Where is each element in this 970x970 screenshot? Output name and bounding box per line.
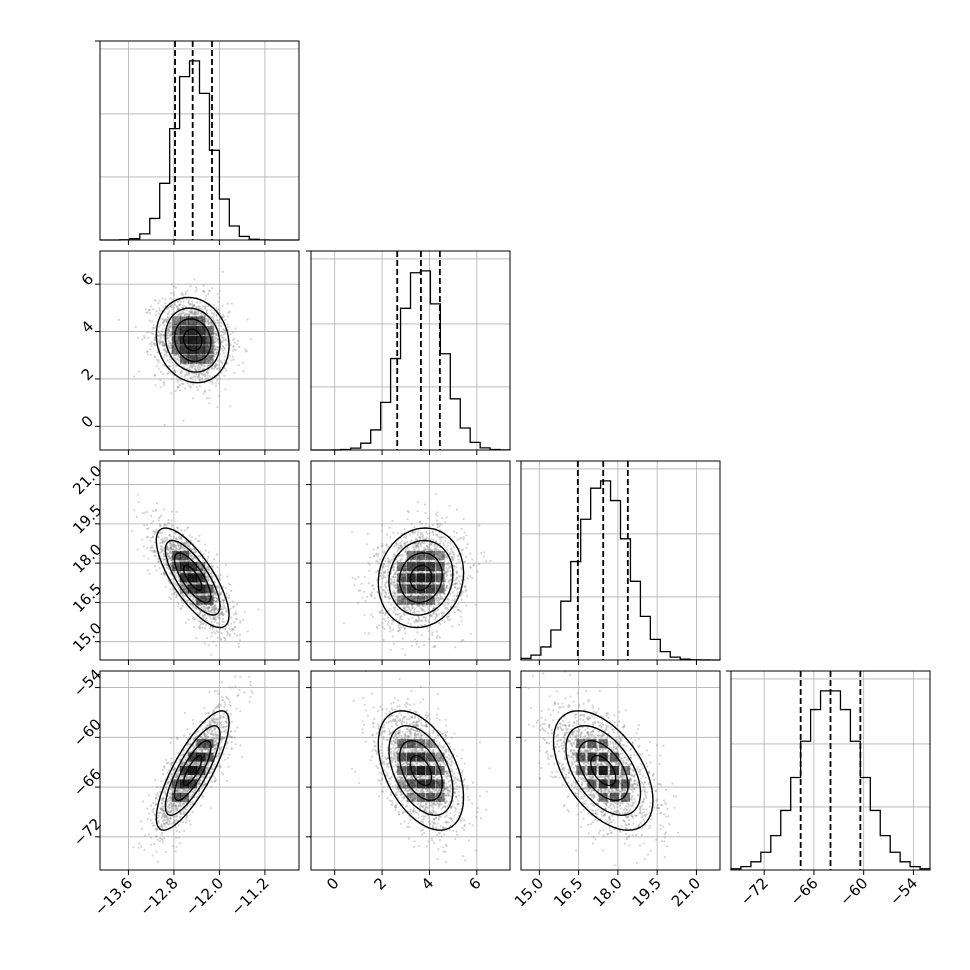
contour-line [182,754,203,787]
contour-line [173,739,212,802]
panel-frame [730,670,931,871]
panel-2-2 [516,460,721,665]
x-tick-label: −12.0 [182,874,227,919]
panel-0-2: 15.016.518.019.521.0 [69,460,300,665]
x-tick-label: 4 [418,874,437,893]
panel-1-2 [306,460,511,665]
contour-line [164,539,221,616]
contour-line [173,318,212,363]
panel-3-3: −72 −66 −60 −54 [726,670,931,909]
contour-line [164,724,221,817]
x-tick-label: −60 [836,874,871,909]
panel-1-3: 0 2 4 6 [306,670,511,894]
x-tick-label: 21.0 [668,874,704,910]
panel-frame [99,460,300,661]
panel-frame [310,670,511,871]
contour-line [388,724,454,817]
x-tick-label: 6 [465,874,484,893]
x-tick-label: −11.2 [227,874,272,919]
y-tick-label: 4 [78,317,97,336]
contour-line [565,724,642,817]
x-tick-label: −72 [737,874,772,909]
contour-line [182,328,203,352]
contour-line [577,739,629,802]
x-tick-label: 18.0 [589,874,625,910]
panel-frame [310,250,511,451]
panel-frame [520,460,721,661]
contour-line [182,564,203,591]
contour-line [398,740,443,801]
x-tick-label: −54 [886,874,921,909]
panel-1-1 [306,250,511,455]
contour-line [155,527,230,629]
x-tick-label: 2 [370,874,389,893]
x-tick-label: 19.5 [629,874,665,910]
panel-0-0 [95,40,300,245]
histogram-step [310,270,511,451]
y-tick-label: 0 [78,412,97,431]
density-cells [397,550,445,605]
panel-frame [520,670,721,871]
histogram-step [520,480,721,661]
contour-line [388,539,454,616]
x-tick-label: 15.0 [511,874,547,910]
x-tick-label: −12.8 [137,874,182,919]
contour-line [173,552,212,604]
contour-line [377,710,465,831]
panel-frame [99,670,300,871]
contour-line [552,710,654,831]
contour-line [398,552,443,604]
panel-0-3: −13.6 −12.8 −12.0 −11.2−72−66−60−54 [70,665,300,919]
panel-2-3: 15.0 16.5 18.0 19.5 21.0 [511,670,721,910]
panel-frame [99,250,300,451]
y-tick-label: 6 [78,270,97,289]
contour-line [409,754,433,787]
contour-line [155,710,230,831]
y-tick-label: 2 [78,365,97,384]
contour-line [377,527,465,629]
contour-line [164,307,221,373]
panel-frame [310,460,511,661]
histogram-step [99,60,299,241]
x-tick-label: −13.6 [91,874,136,919]
x-tick-label: 0 [323,874,342,893]
panel-0-1: 0 2 4 6 [78,250,300,455]
x-tick-label: −66 [787,874,822,909]
panel-frame [99,40,300,241]
contour-line [590,754,617,787]
contour-line [409,564,433,591]
x-tick-label: 16.5 [550,874,586,910]
contour-line [155,296,230,384]
